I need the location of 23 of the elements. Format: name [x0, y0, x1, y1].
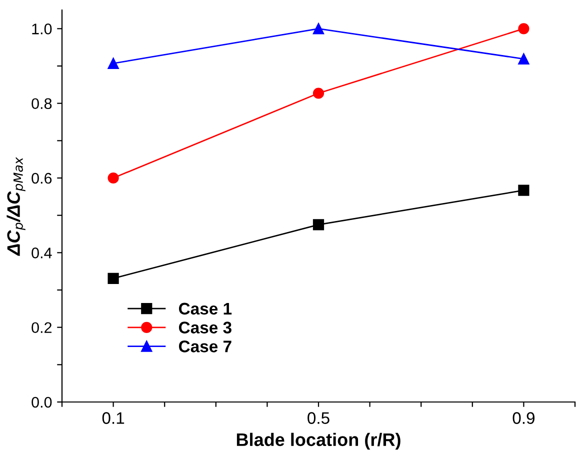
x-tick-label: 0.9 — [512, 412, 534, 424]
x-axis-title: Blade location (r/R) — [236, 432, 400, 450]
point — [108, 172, 119, 184]
y-tick-label: 0.6 — [32, 172, 52, 184]
y-tick-label: 0.0 — [32, 396, 52, 408]
x-tick-label: 0.1 — [102, 412, 124, 424]
point — [518, 23, 530, 34]
legend-label: Case 1 — [178, 302, 232, 315]
point — [312, 23, 324, 34]
y-tick-label: 0.2 — [32, 322, 52, 334]
point — [518, 53, 530, 64]
y-tick-label: 0.8 — [32, 98, 52, 110]
point — [312, 219, 324, 230]
y-tick-label: 1.0 — [32, 24, 52, 34]
y-axis-title: ΔC$_{p}$/ΔC$_{pMax}$ — [6, 157, 26, 256]
point — [312, 88, 324, 99]
legend-label: Case 7 — [178, 340, 232, 352]
point — [518, 184, 530, 196]
x-tick-label: 0.5 — [308, 412, 330, 424]
point — [108, 272, 119, 284]
point — [108, 58, 119, 69]
y-tick-label: 0.4 — [32, 248, 52, 258]
legend-label: Case 3 — [178, 322, 232, 334]
